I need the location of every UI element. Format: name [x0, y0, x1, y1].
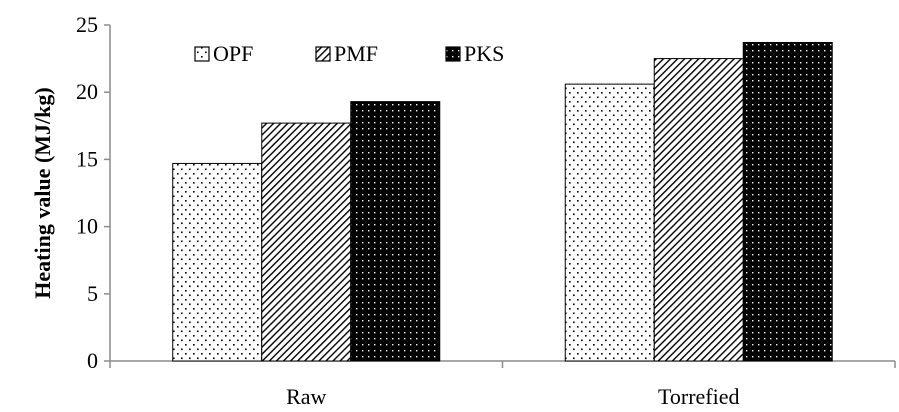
- category-labels: Raw Torrefied: [286, 384, 739, 409]
- legend-label-opf: OPF: [213, 41, 253, 66]
- bar-pmf-torrefied: [653, 58, 744, 362]
- bar-pmf-raw: [261, 122, 352, 362]
- y-tick-label: 25: [76, 12, 98, 37]
- x-category-label: Raw: [286, 384, 326, 409]
- y-tick-label: 5: [87, 281, 98, 306]
- bar-opf-torrefied: [564, 83, 655, 362]
- y-tick-label: 20: [76, 79, 98, 104]
- legend-swatch-pmf: [315, 46, 331, 62]
- bar-pks-torrefied: [742, 41, 833, 362]
- x-ticks: [109, 361, 896, 368]
- y-ticks: 0 5 10 15 20 25: [76, 12, 110, 373]
- y-tick-label: 15: [76, 146, 98, 171]
- legend-swatch-opf: [194, 46, 210, 62]
- legend: OPF PMF PKS: [194, 41, 504, 66]
- bar-opf-raw: [172, 162, 263, 362]
- x-category-label: Torrefied: [658, 384, 740, 409]
- legend-label-pmf: PMF: [334, 41, 378, 66]
- legend-swatch-pks: [445, 46, 461, 62]
- bars: [172, 41, 833, 362]
- y-tick-label: 10: [76, 214, 98, 239]
- legend-label-pks: PKS: [464, 41, 504, 66]
- bar-pks-raw: [350, 101, 441, 362]
- y-axis-title: Heating value (MJ/kg): [30, 87, 55, 298]
- y-tick-label: 0: [87, 348, 98, 373]
